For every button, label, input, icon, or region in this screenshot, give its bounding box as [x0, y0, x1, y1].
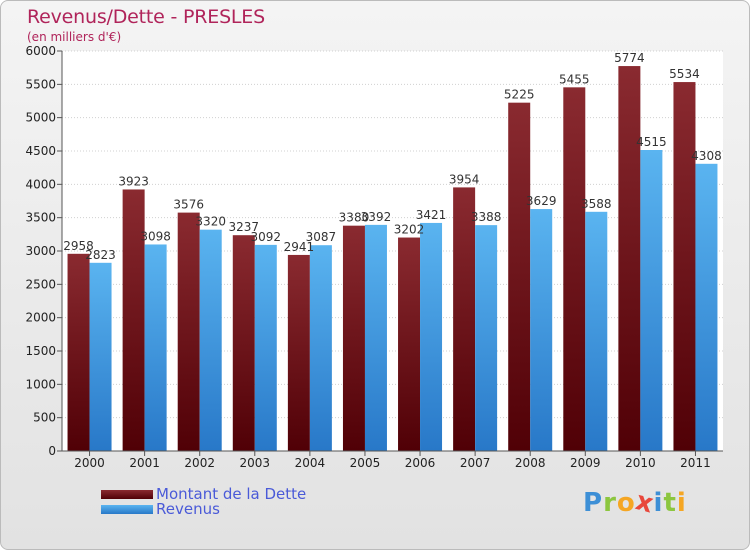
data-label-revenue: 3588	[581, 197, 612, 211]
bar-debt	[618, 66, 641, 452]
data-label-revenue: 2823	[85, 248, 116, 262]
bar-debt	[673, 82, 696, 452]
data-label-revenue: 3320	[195, 215, 226, 229]
bars-layer	[67, 66, 718, 452]
bar-revenue	[309, 245, 332, 451]
legend-swatch-debt	[101, 490, 153, 499]
y-tick-label: 4500	[25, 144, 56, 158]
legend-label-revenue: Revenus	[156, 500, 220, 518]
x-tick-label: 2007	[460, 456, 491, 470]
bar-revenue	[254, 244, 277, 451]
data-label-revenue: 4308	[691, 149, 722, 163]
grid-layer	[62, 50, 723, 452]
bar-revenue	[475, 225, 498, 451]
x-tick-label: 2002	[184, 456, 215, 470]
x-tick-label: 2011	[680, 456, 711, 470]
data-label-debt: 5534	[669, 67, 700, 81]
bar-debt	[177, 212, 200, 451]
bar-debt	[342, 225, 365, 451]
bar-revenue	[695, 163, 718, 452]
data-label-debt: 3202	[394, 223, 425, 237]
data-label-debt: 5455	[559, 72, 590, 86]
y-tick-label: 3000	[25, 244, 56, 258]
bar-revenue	[420, 222, 443, 451]
data-label-revenue: 3087	[306, 230, 337, 244]
bar-debt	[287, 254, 310, 451]
y-tick-label: 1000	[25, 377, 56, 391]
logo-letter: r	[603, 488, 617, 518]
x-tick-label: 2000	[74, 456, 105, 470]
data-label-revenue: 3421	[416, 208, 447, 222]
chart-title: Revenus/Dette - PRESLES	[27, 6, 265, 28]
axes-layer: 0 500 1000 1500 2000 2500 3000 3500 4000 4500 5000…	[25, 44, 723, 470]
x-tick-label: 2004	[295, 456, 326, 470]
bar-debt	[563, 87, 586, 451]
bar-debt	[67, 253, 90, 451]
bar-revenue	[640, 150, 663, 451]
data-label-debt: 2958	[63, 239, 94, 253]
bar-revenue	[530, 209, 553, 451]
data-label-debt: 3237	[229, 220, 260, 234]
logo-letter: t	[663, 488, 677, 518]
data-label-debt: 5774	[614, 51, 645, 65]
data-label-debt: 2941	[284, 240, 315, 254]
bar-debt	[508, 102, 531, 452]
x-tick-label: 2006	[405, 456, 436, 470]
x-tick-label: 2010	[625, 456, 656, 470]
bar-debt	[232, 235, 255, 451]
bar-debt	[398, 237, 421, 451]
bar-revenue	[89, 262, 112, 451]
data-label-debt: 3923	[118, 174, 149, 188]
y-tick-label: 0	[48, 444, 56, 458]
y-tick-label: 500	[33, 411, 56, 425]
legend-item-debt: Montant de la Dette	[101, 487, 306, 502]
y-tick-label: 5500	[25, 77, 56, 91]
x-tick-label: 2008	[515, 456, 546, 470]
logo-letter: P	[583, 488, 604, 518]
y-tick-label: 3500	[25, 211, 56, 225]
bar-revenue	[144, 244, 167, 451]
x-tick-label: 2001	[129, 456, 160, 470]
legend: Montant de la Dette Revenus	[101, 487, 306, 517]
bar-debt	[122, 189, 145, 451]
x-tick-label: 2009	[570, 456, 601, 470]
bar-revenue	[585, 211, 608, 451]
bar-revenue	[199, 229, 222, 451]
legend-swatch-revenue	[101, 505, 153, 514]
y-tick-label: 5000	[25, 111, 56, 125]
y-tick-label: 1500	[25, 344, 56, 358]
data-label-revenue: 3092	[251, 230, 282, 244]
data-label-revenue: 3388	[471, 210, 502, 224]
data-label-debt: 3576	[173, 198, 204, 212]
y-tick-label: 2000	[25, 311, 56, 325]
data-label-revenue: 3392	[361, 210, 392, 224]
data-label-debt: 5225	[504, 88, 535, 102]
logo-letter: i	[676, 488, 687, 518]
y-tick-label: 6000	[25, 44, 56, 58]
x-tick-label: 2003	[240, 456, 271, 470]
legend-label-debt: Montant de la Dette	[156, 485, 307, 503]
logo-letter: i	[653, 488, 664, 518]
bar-revenue	[364, 224, 387, 451]
legend-item-revenue: Revenus	[101, 502, 306, 517]
data-label-revenue: 3098	[140, 229, 171, 243]
y-tick-label: 4000	[25, 177, 56, 191]
chart-subtitle: (en milliers d'€)	[27, 30, 122, 44]
data-label-revenue: 4515	[636, 135, 667, 149]
bar-debt	[453, 187, 476, 451]
y-tick-label: 2500	[25, 277, 56, 291]
proxiti-logo: Proxiti	[583, 486, 687, 520]
data-label-debt: 3954	[449, 172, 480, 186]
x-tick-label: 2005	[350, 456, 381, 470]
data-label-debt: 3380	[339, 211, 370, 225]
logo-letter: o	[616, 488, 636, 518]
data-label-revenue: 3629	[526, 194, 557, 208]
